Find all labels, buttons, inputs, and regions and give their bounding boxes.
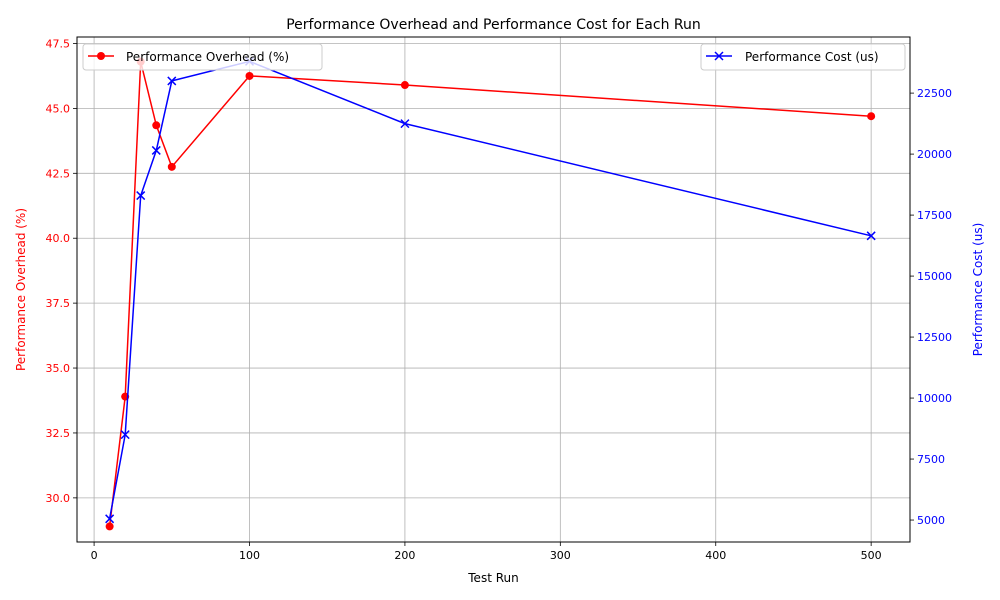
y-axis-left-label: Performance Overhead (%)	[14, 208, 28, 371]
y-axis-right-label: Performance Cost (us)	[971, 223, 985, 357]
legend-right-marker	[714, 51, 724, 61]
y-left-tick-label: 30.0	[46, 492, 71, 505]
data-point	[400, 81, 409, 90]
data-point	[167, 76, 177, 86]
data-point	[152, 121, 161, 130]
x-tick-label: 300	[550, 549, 571, 562]
data-point	[105, 522, 114, 531]
series-line-0	[108, 61, 872, 527]
y-left-tick-label: 40.0	[46, 232, 71, 245]
legend-right: Performance Cost (us)	[700, 43, 906, 71]
y-left-tick-label: 37.5	[46, 297, 71, 310]
y-left-tick-label: 47.5	[46, 37, 71, 50]
data-point	[245, 71, 254, 80]
grid	[77, 37, 910, 542]
y-right-tick-label: 22500	[917, 87, 952, 100]
x-tick-label: 0	[91, 549, 98, 562]
x-tick-label: 500	[861, 549, 882, 562]
plot-frame	[76, 36, 911, 543]
data-point	[400, 119, 410, 129]
y-right-tick-label: 10000	[917, 392, 952, 405]
legend-left-label: Performance Overhead (%)	[126, 50, 289, 64]
y-left-tick-label: 42.5	[46, 167, 71, 180]
y-left-tick-label: 32.5	[46, 427, 71, 440]
x-tick-label: 200	[394, 549, 415, 562]
data-point	[136, 191, 146, 201]
y-left-tick-label: 35.0	[46, 362, 71, 375]
data-point	[120, 430, 130, 440]
x-tick-label: 400	[705, 549, 726, 562]
legend-right-label: Performance Cost (us)	[745, 50, 879, 64]
data-point	[867, 112, 876, 121]
legend-right-box	[700, 43, 906, 71]
x-tick-label: 100	[239, 549, 260, 562]
y-left-tick-label: 45.0	[46, 102, 71, 115]
series-line-1	[108, 60, 872, 519]
legend-left-box	[82, 43, 323, 71]
chart-title: Performance Overhead and Performance Cos…	[286, 17, 701, 33]
data-point	[167, 162, 176, 171]
series-layer	[105, 56, 876, 531]
x-axis-label: Test Run	[467, 571, 518, 585]
legend-left-marker	[97, 52, 105, 60]
axes: 0 100 200 300 400 500 30.0 32.5 35.0 37.5 40.0 42.5…	[46, 37, 953, 562]
y-right-tick-label: 5000	[917, 514, 945, 527]
legend-left: Performance Overhead (%)	[82, 43, 323, 71]
y-right-tick-label: 7500	[917, 453, 945, 466]
y-right-tick-label: 15000	[917, 270, 952, 283]
y-right-tick-label: 17500	[917, 209, 952, 222]
data-point	[105, 514, 115, 524]
data-point	[151, 145, 161, 155]
y-right-tick-label: 20000	[917, 148, 952, 161]
data-point	[866, 231, 876, 241]
y-right-tick-label: 12500	[917, 331, 952, 344]
